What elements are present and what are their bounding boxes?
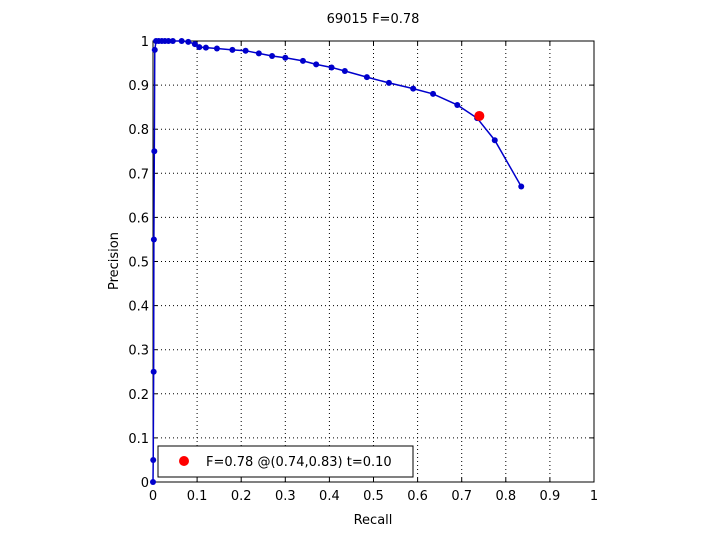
grid [153,41,594,482]
y-tick-label: 0.2 [128,388,149,403]
y-tick-label: 0.4 [128,300,149,315]
data-point [410,85,417,92]
y-tick-label: 0.7 [128,167,149,182]
data-point [491,137,498,144]
data-point [213,45,220,52]
data-point [269,52,276,59]
y-tick-label: 0.3 [128,344,149,359]
data-point [150,456,157,463]
legend: F=0.78 @(0.74,0.83) t=0.10 [157,445,414,478]
data-point [202,44,209,51]
data-point [282,54,289,61]
x-tick-label: 0.8 [495,489,516,504]
y-axis-label: Precision [107,232,122,290]
data-point [185,38,192,45]
data-point [150,236,157,243]
y-tick-label: 0 [141,476,149,491]
data-point [150,368,157,375]
x-axis-label: Recall [354,513,393,528]
x-tick-label: 0.2 [231,489,252,504]
x-tick-label: 0.7 [451,489,472,504]
data-point [255,50,262,57]
y-tick-label: 0.1 [128,432,149,447]
x-tick-label: 0.6 [407,489,428,504]
x-tick-label: 0.3 [275,489,296,504]
x-tick-label: 0.5 [363,489,384,504]
y-tick-label: 0.5 [128,256,149,271]
data-point [178,38,185,44]
data-point [242,47,249,54]
data-point [299,57,306,64]
axis-ticks: 0 0.1 0.2 0.3 0.4 0.5 0.6 0.7 0.8 0.9 1 0 0.1 0.2 0.3 0… [128,35,598,504]
legend-box [157,445,414,478]
x-tick-label: 0 [149,489,157,504]
legend-text: F=0.78 @(0.74,0.83) t=0.10 [206,455,392,470]
plot-frame [152,40,595,483]
y-tick-label: 0.9 [128,79,149,94]
data-point [150,479,156,485]
series-group [150,38,525,485]
x-tick-label: 1 [590,489,598,504]
data-point [430,90,437,97]
y-tick-label: 1 [141,35,149,50]
chart-title: 69015 F=0.78 [327,12,420,27]
data-point [518,183,525,190]
x-tick-label: 0.9 [540,489,561,504]
data-point [151,46,158,53]
data-point [196,44,203,51]
data-point [313,61,320,68]
x-tick-label: 0.1 [187,489,208,504]
data-point [153,38,160,44]
x-tick-label: 0.4 [319,489,340,504]
data-point [169,38,176,44]
data-point [454,101,461,108]
data-point [341,67,348,74]
data-point [151,148,158,155]
data-point [328,64,335,71]
y-tick-label: 0.8 [128,123,149,138]
legend-marker [179,456,189,466]
y-tick-label: 0.6 [128,211,149,226]
data-point [363,74,370,81]
best-f-point [474,110,485,121]
data-point [191,41,198,48]
data-point [229,46,236,53]
data-point [385,79,392,86]
